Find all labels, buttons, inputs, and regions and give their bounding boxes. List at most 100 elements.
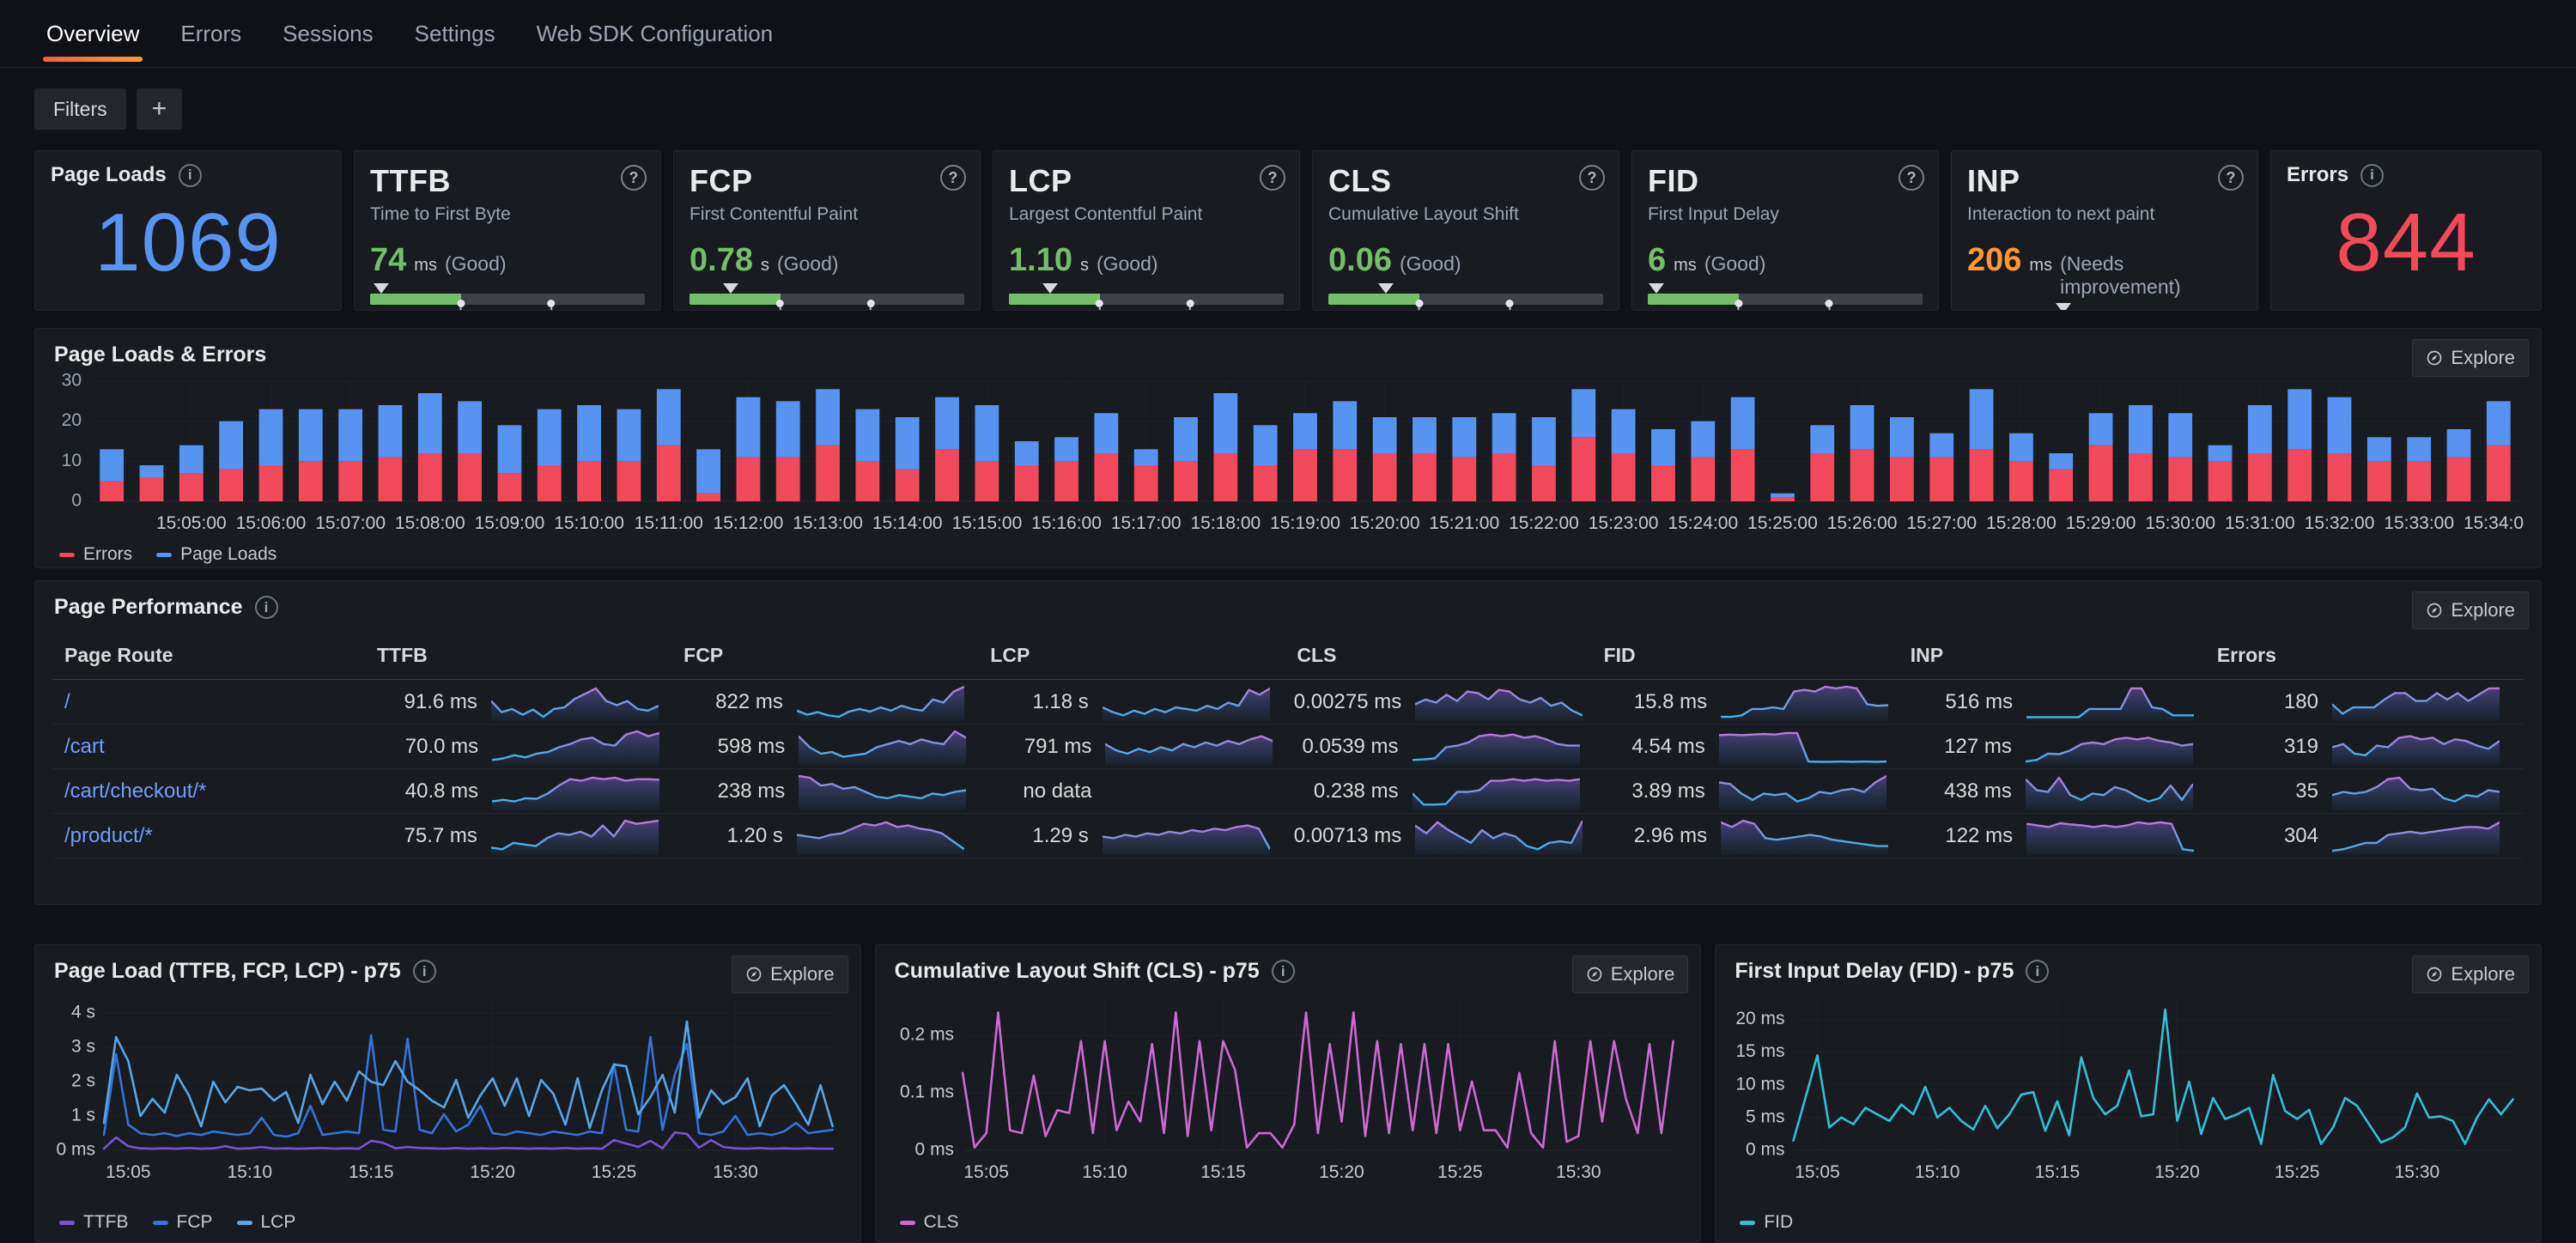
sparkline[interactable] — [2026, 817, 2195, 855]
metric-subtitle: Cumulative Layout Shift — [1328, 204, 1519, 224]
sparkline[interactable] — [1102, 683, 1270, 721]
column-header-fid[interactable]: FID — [1603, 644, 1636, 666]
sparkline[interactable] — [2026, 683, 2195, 721]
legend-item-fid[interactable]: FID — [1740, 1212, 1793, 1233]
route-link[interactable]: /product/* — [64, 823, 153, 847]
sparkline[interactable] — [2025, 728, 2193, 766]
route-link[interactable]: /cart — [64, 734, 105, 758]
info-icon[interactable]: i — [2360, 163, 2385, 187]
fid-chart[interactable]: 15:05 15:10 15:15 15:20 15:25 15:30 0 ms 5 ms 10… — [1733, 989, 2524, 1205]
sparkline[interactable] — [490, 683, 659, 721]
sparkline[interactable] — [490, 817, 659, 855]
metric-value: 0.78 s (Good) — [690, 242, 964, 279]
cell-value: 1.29 s — [1032, 823, 1089, 847]
legend-item-page-loads[interactable]: Page Loads — [156, 544, 276, 565]
table-row: /cart 70.0 ms 598 ms 791 ms 0.0539 ms 4.54 ms… — [52, 725, 2524, 769]
explore-button[interactable]: Explore — [1571, 955, 1689, 993]
panel-title-row: First Input Delay (FID) - p75 i — [1733, 955, 2524, 985]
sparkline[interactable] — [1721, 817, 1889, 855]
cell-value: 238 ms — [717, 779, 786, 803]
sparkline[interactable] — [2331, 728, 2500, 766]
help-icon[interactable]: ? — [940, 165, 966, 191]
sparkline[interactable] — [1102, 817, 1270, 855]
column-header-page-route[interactable]: Page Route — [64, 644, 173, 666]
help-icon[interactable]: ? — [1899, 165, 1924, 191]
column-header-inp[interactable]: INP — [1910, 644, 1944, 666]
legend-item-cls[interactable]: CLS — [899, 1212, 959, 1233]
column-header-lcp[interactable]: LCP — [990, 644, 1030, 666]
sparkline[interactable] — [796, 683, 964, 721]
filters-button[interactable]: Filters — [34, 88, 126, 130]
compass-icon — [746, 967, 762, 982]
metric-cell: 598 ms — [683, 725, 990, 768]
add-filter-button[interactable]: + — [136, 88, 183, 130]
page-loads-errors-chart[interactable]: 0 10 20 30 15:05:00 15:06:00 15:07:00 15:08:00 1… — [52, 373, 2524, 537]
info-icon[interactable]: i — [254, 596, 278, 619]
info-icon[interactable]: i — [2026, 960, 2050, 983]
info-icon[interactable]: i — [178, 163, 202, 187]
sparkline[interactable] — [2332, 817, 2500, 855]
sparkline[interactable] — [1721, 683, 1889, 721]
sparkline[interactable] — [2332, 683, 2500, 721]
route-link[interactable]: / — [64, 689, 70, 713]
info-icon[interactable]: i — [1271, 960, 1295, 983]
tab-settings[interactable]: Settings — [414, 20, 495, 46]
help-icon[interactable]: ? — [621, 165, 647, 191]
cell-value: 35 — [2295, 779, 2318, 803]
tab-bar: Overview Errors Sessions Settings Web SDK Co… — [0, 0, 2576, 68]
legend-item-ttfb[interactable]: TTFB — [59, 1212, 129, 1233]
sparkline[interactable] — [1105, 728, 1273, 766]
legend-item-lcp[interactable]: LCP — [236, 1212, 295, 1233]
sparkline[interactable] — [2331, 773, 2500, 810]
sparkline[interactable] — [1412, 728, 1580, 766]
sparkline[interactable] — [492, 728, 660, 766]
sparkline[interactable] — [1718, 728, 1886, 766]
route-link[interactable]: /cart/checkout/* — [64, 779, 207, 803]
column-header-ttfb[interactable]: TTFB — [377, 644, 428, 666]
metric-qualifier: (Good) — [1704, 252, 1766, 275]
cls-chart[interactable]: 15:05 15:10 15:15 15:20 15:25 15:30 0 ms 0.1 ms… — [893, 989, 1684, 1205]
column-header-errors[interactable]: Errors — [2216, 644, 2276, 666]
explore-button[interactable]: Explore — [2412, 955, 2530, 993]
sparkline[interactable] — [796, 817, 964, 855]
table-header-row: Page Route TTFB FCP LCP CLS FID INP Errors — [52, 634, 2524, 680]
threshold-stem — [1418, 307, 1420, 310]
explore-button[interactable]: Explore — [732, 955, 848, 993]
explore-label: Explore — [2451, 963, 2516, 985]
sparkline[interactable] — [799, 728, 967, 766]
sparkline[interactable] — [1412, 773, 1580, 810]
svg-text:15:05: 15:05 — [106, 1162, 151, 1182]
cell-value: 75.7 ms — [404, 823, 477, 847]
legend-item-fcp[interactable]: FCP — [152, 1212, 213, 1233]
errors-title: Errors — [2287, 163, 2349, 186]
tab-sessions[interactable]: Sessions — [283, 20, 374, 46]
threshold-stem — [459, 307, 462, 310]
metric-cell: 822 ms — [683, 680, 988, 724]
legend-item-errors[interactable]: Errors — [59, 544, 132, 565]
sparkline[interactable] — [1415, 817, 1583, 855]
help-icon[interactable]: ? — [1260, 165, 1285, 191]
tab-overview[interactable]: Overview — [26, 0, 160, 67]
tab-errors[interactable]: Errors — [180, 20, 242, 46]
column-header-fcp[interactable]: FCP — [683, 644, 724, 666]
legend-swatch — [59, 552, 75, 557]
gauge-threshold: 1800ms — [522, 300, 580, 310]
metric-cell: 70.0 ms — [377, 725, 683, 768]
help-icon[interactable]: ? — [2218, 165, 2244, 191]
gauge-marker — [1378, 283, 1394, 301]
info-icon[interactable]: i — [412, 960, 436, 983]
sparkline[interactable] — [1415, 683, 1583, 721]
page-loads-value: 1069 — [94, 196, 282, 288]
table-row: / 91.6 ms 822 ms 1.18 s 0.00275 ms 15.8 ms 516… — [52, 680, 2524, 725]
explore-button[interactable]: Explore — [2412, 339, 2529, 377]
explore-button[interactable]: Explore — [2412, 591, 2529, 629]
sparkline[interactable] — [2025, 773, 2193, 810]
sparkline[interactable] — [1718, 773, 1886, 810]
pageload-chart[interactable]: 15:05 15:10 15:15 15:20 15:25 15:30 0 ms 1 s 2 s… — [52, 989, 843, 1205]
sparkline[interactable] — [799, 773, 967, 810]
sparkline[interactable] — [492, 773, 660, 810]
tab-web-sdk-configuration[interactable]: Web SDK Configuration — [536, 20, 774, 46]
metric-value: 6 ms (Good) — [1648, 242, 1923, 279]
help-icon[interactable]: ? — [1579, 165, 1605, 191]
column-header-cls[interactable]: CLS — [1297, 644, 1337, 666]
